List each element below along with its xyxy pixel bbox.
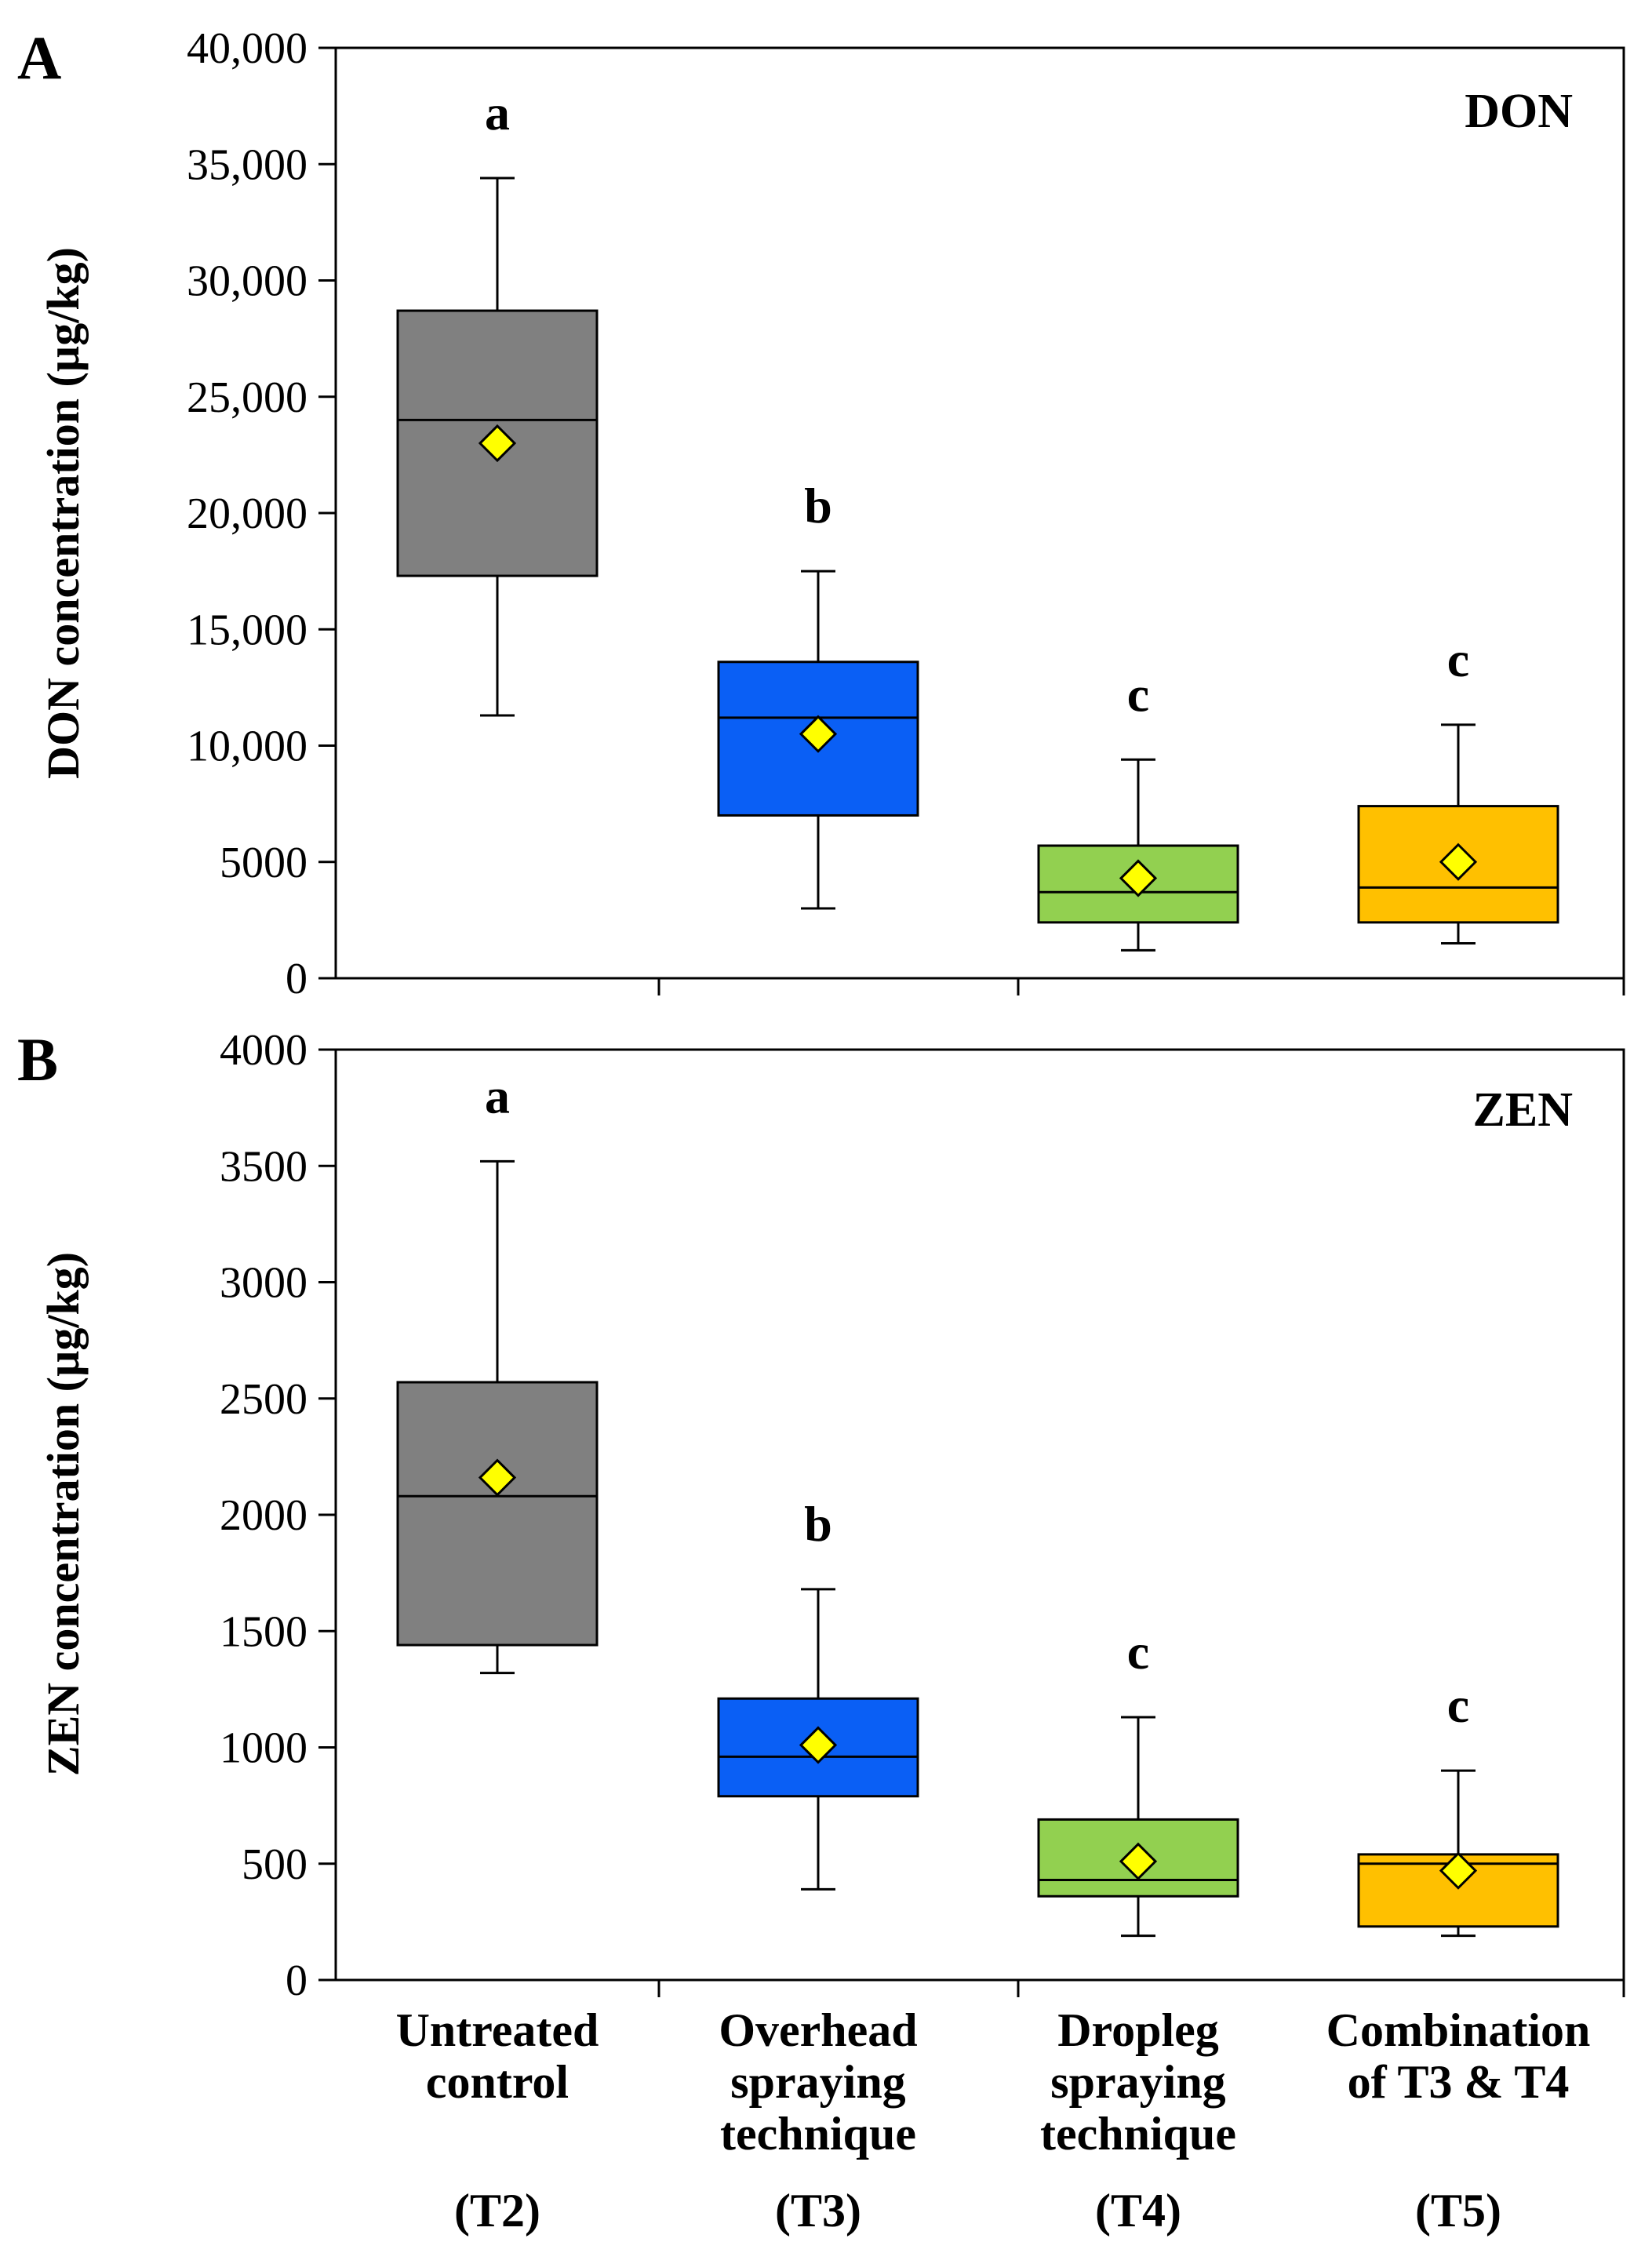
box-don-t5: c xyxy=(1357,631,1559,945)
significance-letter: c xyxy=(1127,666,1149,722)
y-tick-label-zen-3: 1500 xyxy=(220,1607,307,1656)
x-ticks-don xyxy=(657,978,1625,995)
boxes-zen: a b c c xyxy=(396,1068,1559,1938)
category-name-line: Dropleg xyxy=(1057,2004,1219,2056)
category-name-line: Combination xyxy=(1326,2004,1591,2056)
y-tick-label-don-5: 25,000 xyxy=(187,373,307,422)
series-label-don: DON xyxy=(1465,85,1573,138)
mean-marker xyxy=(799,1726,838,1764)
y-tick-label-don-6: 30,000 xyxy=(187,257,307,306)
y-tick-label-zen-6: 3000 xyxy=(220,1259,307,1308)
y-tick-label-zen-5: 2500 xyxy=(220,1375,307,1424)
y-axis-title-zen: ZEN concentration (µg/kg) xyxy=(38,1252,89,1776)
y-ticks-zen: 0 500 1000 1500 2000 2500 3000 3500 4000 xyxy=(220,1026,336,2005)
category-name-line: Untreated xyxy=(396,2004,599,2056)
box-zen-t4: c xyxy=(1037,1624,1239,1938)
y-tick-label-don-8: 40,000 xyxy=(187,24,307,73)
significance-letter: c xyxy=(1447,631,1469,687)
box-don-t2: a xyxy=(396,85,599,717)
mean-marker xyxy=(1119,859,1158,897)
panel-a-don: A DON DON concentration (µg/kg) 0 5000 10,… xyxy=(17,24,1625,1003)
y-tick-label-zen-2: 1000 xyxy=(220,1724,307,1773)
mean-marker xyxy=(1119,1842,1158,1880)
mean-marker xyxy=(1439,843,1478,881)
category-name-line: technique xyxy=(1040,2108,1236,2160)
category-name-line: spraying xyxy=(1050,2056,1225,2108)
category-name-line: technique xyxy=(720,2108,916,2160)
y-ticks-don: 0 5000 10,000 15,000 20,000 25,000 30,000 35,00… xyxy=(187,24,336,1003)
series-label-zen: ZEN xyxy=(1473,1083,1573,1137)
category-name-line: of T3 & T4 xyxy=(1348,2056,1570,2108)
significance-letter: a xyxy=(485,1068,510,1123)
box-zen-t2: a xyxy=(396,1068,599,1675)
y-tick-label-don-3: 15,000 xyxy=(187,606,307,654)
y-tick-label-don-1: 5000 xyxy=(220,839,307,887)
x-category-labels: Untreatedcontrol(T2)Overheadsprayingtech… xyxy=(396,2004,1591,2237)
box-zen-t3: b xyxy=(717,1496,919,1891)
y-axis-title-don: DON concentration (µg/kg) xyxy=(38,247,89,779)
mean-marker xyxy=(799,715,838,753)
mean-marker xyxy=(1439,1851,1478,1890)
box-iqr xyxy=(1037,1818,1239,1898)
panel-label-a: A xyxy=(17,24,61,92)
box-zen-t5: c xyxy=(1357,1677,1559,1938)
x-ticks-zen xyxy=(657,1980,1625,1997)
panel-label-b: B xyxy=(17,1025,58,1094)
mean-marker xyxy=(478,1458,517,1497)
significance-letter: a xyxy=(485,85,510,140)
category-name-line: spraying xyxy=(730,2056,905,2108)
y-tick-label-don-4: 20,000 xyxy=(187,490,307,538)
y-tick-label-zen-1: 500 xyxy=(242,1840,307,1889)
category-code: (T5) xyxy=(1415,2185,1501,2237)
y-tick-label-zen-0: 0 xyxy=(286,1956,307,2005)
y-tick-label-zen-7: 3500 xyxy=(220,1142,307,1191)
mean-marker xyxy=(478,424,517,463)
significance-letter: b xyxy=(804,1496,832,1552)
category-code: (T2) xyxy=(454,2185,540,2237)
box-don-t3: b xyxy=(717,478,919,910)
y-tick-label-don-2: 10,000 xyxy=(187,722,307,771)
box-don-t4: c xyxy=(1037,666,1239,952)
y-tick-label-don-0: 0 xyxy=(286,955,307,1003)
significance-letter: c xyxy=(1447,1677,1469,1733)
category-name-line: Overhead xyxy=(719,2004,917,2056)
significance-letter: b xyxy=(804,478,832,533)
category-code: (T3) xyxy=(775,2185,861,2237)
significance-letter: c xyxy=(1127,1624,1149,1680)
category-name-line: control xyxy=(426,2056,569,2108)
y-tick-label-don-7: 35,000 xyxy=(187,140,307,189)
category-code: (T4) xyxy=(1095,2185,1181,2237)
y-tick-label-zen-4: 2000 xyxy=(220,1491,307,1540)
box-iqr xyxy=(396,1381,599,1647)
boxes-don: a b c c xyxy=(396,85,1559,952)
panel-b-zen: B ZEN ZEN concentration (µg/kg) 0 500 1000… xyxy=(17,1025,1625,2005)
y-tick-label-zen-8: 4000 xyxy=(220,1026,307,1075)
